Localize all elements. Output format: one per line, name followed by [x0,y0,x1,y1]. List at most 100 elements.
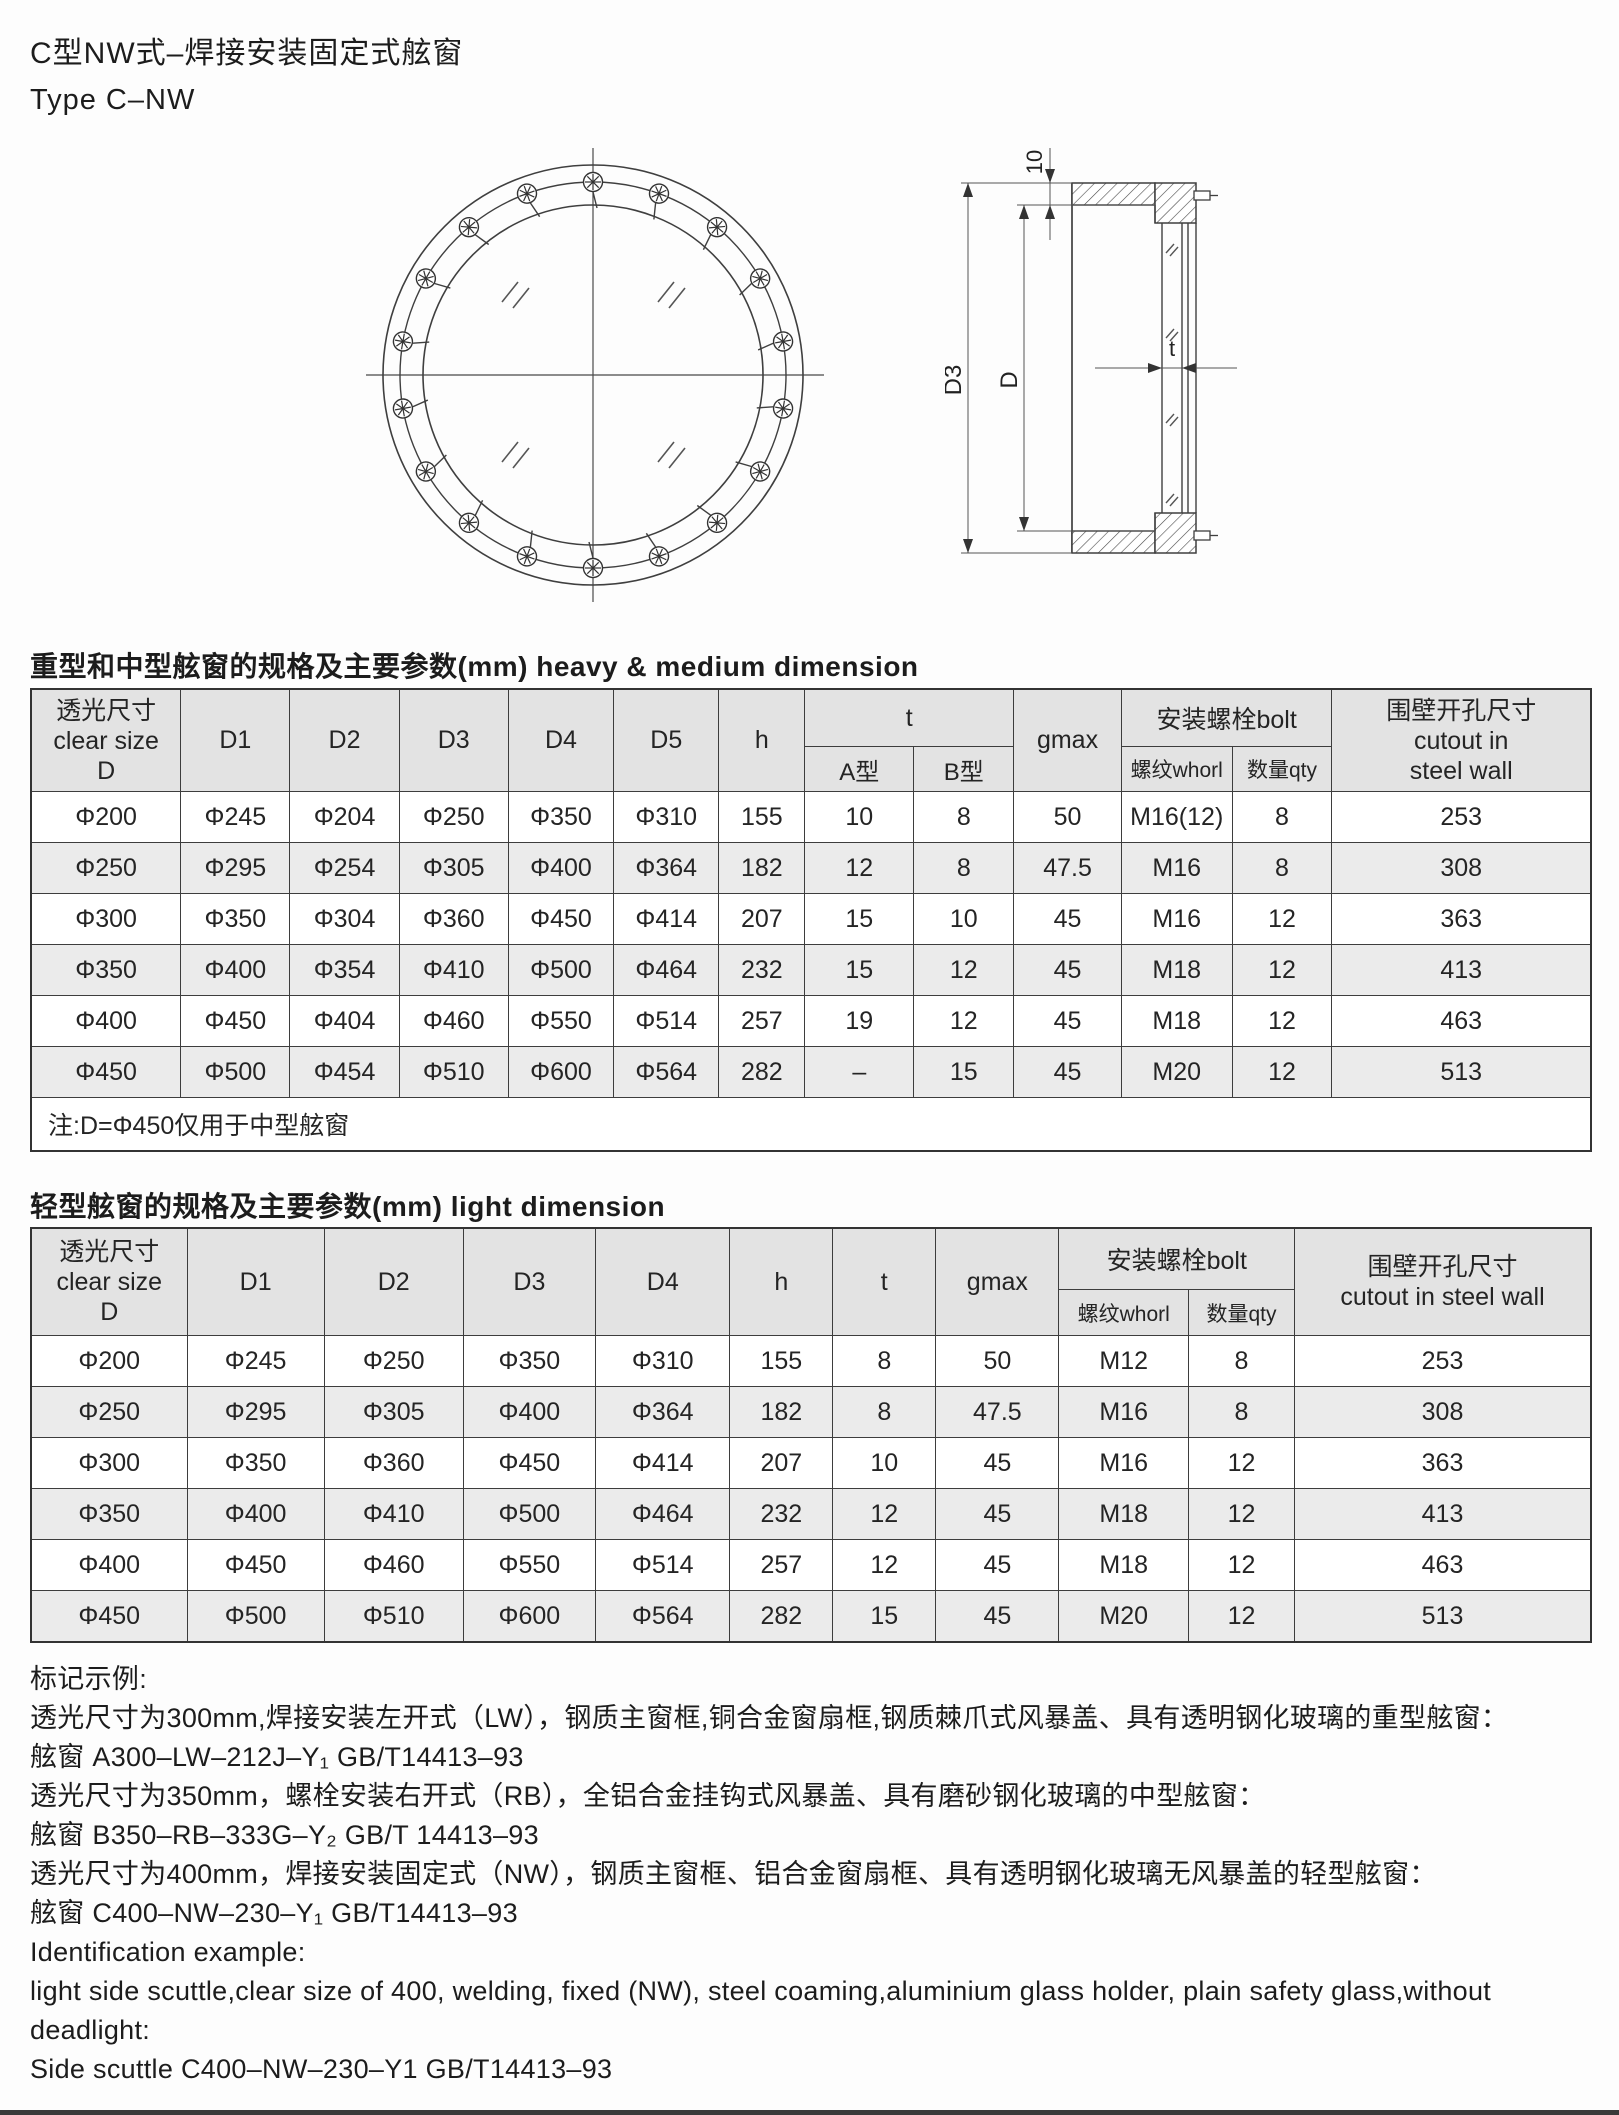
table-cell: Φ250 [323,1335,464,1387]
table-cell: 253 [1294,1335,1592,1387]
table-cell: Φ414 [595,1437,731,1489]
table-cell: Φ550 [507,995,615,1047]
table-cell: 12 [1231,995,1333,1047]
table-cell: M18 [1120,995,1233,1047]
col-gmax: gmax [935,1227,1060,1336]
dim-label-D3: D3 [945,365,967,396]
table-row: Φ400 Φ450 Φ460 Φ550 Φ514 257 12 45 M18 12 463 [30,1539,1592,1591]
table-cell: 12 [832,1488,937,1540]
table-cell: M16 [1120,842,1233,894]
table-cell: 12 [1187,1437,1296,1489]
col-clear-size-zh: 透光尺寸 [56,696,157,725]
table-row: Φ200 Φ245 Φ204 Φ250 Φ350 Φ310 155 10 8 50 M16(12) 8… [30,791,1592,843]
table-cell: Φ350 [507,791,615,843]
table-cell: Φ295 [186,1386,325,1438]
dim-t: t [1095,336,1237,373]
table-cell: Φ410 [323,1488,464,1540]
table-cell: Φ200 [30,791,182,843]
table-cell: Φ310 [613,791,720,843]
table-row: Φ250 Φ295 Φ254 Φ305 Φ400 Φ364 182 12 8 47.5 M16 8 30… [30,842,1592,894]
col-clear-size-en: clear size [53,726,159,755]
table-cell: Φ460 [323,1539,464,1591]
table-cell: Φ564 [613,1046,720,1098]
table-cell: 182 [729,1386,834,1438]
col-d3: D3 [462,1227,597,1336]
example-line: Identification example: [30,1937,306,1967]
table-cell: Φ414 [613,893,720,945]
page-title-zh: C型NW式–焊接安装固定式舷窗 [30,37,464,70]
table-cell: Φ305 [323,1386,464,1438]
table-cell: 45 [1013,1046,1122,1098]
col-cutout: 围壁开孔尺寸 cutout in steel wall [1331,688,1592,792]
example-line: 舷窗 C400–NW–230–Y₁ GB/T14413–93 [30,1898,518,1928]
col-d3: D3 [398,688,509,792]
table-cell: 47.5 [935,1386,1060,1438]
table-cell: Φ500 [462,1488,597,1540]
col-cutout-zh: 围壁开孔尺寸 [1367,1253,1518,1281]
table-cell: Φ350 [186,1437,325,1489]
col-bolt: 安装螺栓bolt [1058,1227,1296,1290]
table-cell: Φ500 [180,1046,291,1098]
table-cell: M20 [1120,1046,1233,1098]
table-cell: Φ404 [289,995,400,1047]
table-cell: 8 [1187,1386,1296,1438]
col-whorl: 螺纹whorl [1058,1289,1189,1336]
table-cell: Φ400 [30,1539,188,1591]
table-row: Φ300 Φ350 Φ360 Φ450 Φ414 207 10 45 M16 12 363 [30,1437,1592,1489]
col-t: t [804,688,1015,747]
table-cell: 8 [913,791,1015,843]
table-cell: M12 [1058,1335,1189,1387]
table-cell: 282 [718,1046,806,1098]
table-cell: Φ450 [30,1590,188,1643]
table-cell: Φ454 [289,1046,400,1098]
table-cell: 12 [1187,1488,1296,1540]
table-cell: 8 [1187,1335,1296,1387]
table-cell: 47.5 [1013,842,1122,894]
col-t-type-a: A型 [804,746,915,792]
dim-D3: D3 [945,182,1072,554]
table-cell: 232 [729,1488,834,1540]
table-cell: Φ450 [30,1046,182,1098]
heavy-table-title: 重型和中型舷窗的规格及主要参数(mm) heavy & medium dimen… [30,651,919,682]
col-d4: D4 [595,1227,731,1336]
col-d1: D1 [180,688,291,792]
title-block: C型NW式–焊接安装固定式舷窗 Type C–NW [30,28,463,117]
identification-examples: 标记示例: 透光尺寸为300mm,焊接安装左开式（LW），钢质主窗框,铜合金窗扇… [30,1660,1598,2089]
table-cell: 513 [1331,1046,1592,1098]
table-cell: 15 [913,1046,1015,1098]
table-cell: Φ350 [30,944,182,996]
col-d1: D1 [186,1227,325,1336]
col-d2: D2 [323,1227,464,1336]
table-cell: 363 [1294,1437,1592,1489]
col-whorl: 螺纹whorl [1120,746,1233,792]
table-cell: Φ464 [595,1488,731,1540]
table-cell: Φ354 [289,944,400,996]
dim-label-t: t [1169,336,1175,361]
table-cell: Φ460 [398,995,509,1047]
outer-ring [382,164,804,586]
col-cutout-en1: cutout in [1413,726,1509,755]
table-cell: 155 [729,1335,834,1387]
table-cell: Φ510 [323,1590,464,1643]
page-title-en: Type C–NW [30,84,196,116]
heavy-table-body: Φ200 Φ245 Φ204 Φ250 Φ350 Φ310 155 10 8 50 M16(12) 8… [30,791,1592,1098]
col-d4: D4 [507,688,615,792]
col-clear-size-sym: D [100,1298,119,1326]
table-cell: 8 [832,1386,937,1438]
table-cell: Φ550 [462,1539,597,1591]
heavy-medium-spec-table: 透光尺寸 clear size D D1 D2 D3 D4 D5 h t gma… [30,688,1592,1152]
table-row: Φ300 Φ350 Φ304 Φ360 Φ450 Φ414 207 15 10 45 M16 12 36… [30,893,1592,945]
example-line: 舷窗 A300–LW–212J–Y₁ GB/T14413–93 [30,1742,524,1772]
table-cell: 45 [935,1488,1060,1540]
table-row: Φ400 Φ450 Φ404 Φ460 Φ550 Φ514 257 19 12 45 M18 12 46… [30,995,1592,1047]
table-cell: M16 [1058,1386,1189,1438]
dim-label-10: 10 [1022,150,1047,174]
table-cell: 463 [1331,995,1592,1047]
table-cell: 15 [832,1590,937,1643]
example-line: 透光尺寸为300mm,焊接安装左开式（LW），钢质主窗框,铜合金窗扇框,钢质棘爪… [30,1703,1509,1733]
table-row: Φ250 Φ295 Φ305 Φ400 Φ364 182 8 47.5 M16 8 308 [30,1386,1592,1438]
table-cell: Φ200 [30,1335,188,1387]
table-cell: 10 [804,791,915,843]
table-cell: 232 [718,944,806,996]
col-qty: 数量qty [1187,1289,1296,1336]
